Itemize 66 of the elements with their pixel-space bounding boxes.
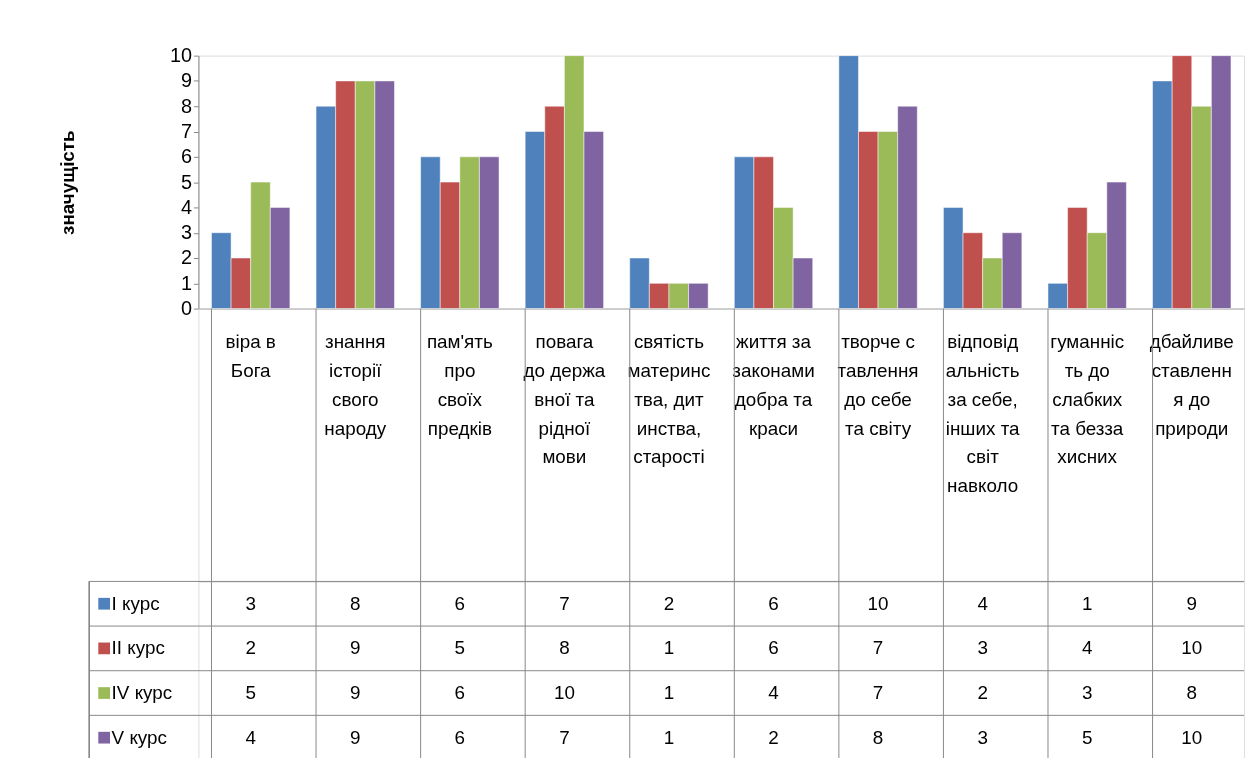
data-label: 1: [1081, 592, 1093, 614]
data-label: 2: [245, 637, 256, 659]
y-tick-label: 5: [180, 170, 192, 193]
y-tick-label: 8: [180, 94, 192, 117]
data-label: 5: [245, 681, 256, 703]
data-label: 1: [663, 681, 675, 703]
y-tick-label: 2: [180, 246, 192, 269]
data-label: 6: [454, 681, 466, 703]
data-label: 1: [663, 637, 675, 659]
data-label: 4: [245, 726, 256, 748]
data-label: 9: [350, 681, 361, 703]
data-label: 2: [768, 726, 779, 748]
x-tick-label: віра в Бога: [225, 331, 276, 382]
x-tick-label: життя за законами добра та краси: [732, 331, 815, 439]
data-label: 7: [872, 681, 884, 703]
data-label: 9: [350, 637, 361, 659]
y-tick-label: 0: [180, 297, 192, 320]
x-tick-label: гуманність до слабких та беззахисних: [1050, 331, 1125, 468]
data-label: 2: [663, 592, 675, 614]
y-tick-label: 9: [180, 69, 192, 92]
data-label: 3: [1081, 681, 1093, 703]
legend-label: V курс: [111, 726, 167, 748]
data-label: 9: [1186, 592, 1198, 614]
data-label: 5: [1081, 726, 1093, 748]
legend-label: IV курс: [111, 681, 173, 703]
y-tick-label: 7: [180, 119, 192, 142]
data-label: 10: [1181, 637, 1203, 659]
data-label: 3: [977, 726, 988, 748]
x-tick-label: пам'ять про своїх предків: [426, 331, 493, 439]
x-tick-label: дбайливе ставлення до природи: [1149, 331, 1234, 439]
x-tick-label: знання історії свого народу: [324, 331, 387, 439]
data-label: 3: [977, 637, 988, 659]
data-label: 4: [768, 681, 779, 703]
data-label: 7: [559, 592, 570, 614]
legend-label: II курс: [111, 637, 165, 659]
data-label: 2: [977, 681, 988, 703]
data-label: 8: [559, 637, 570, 659]
data-label: 1: [663, 726, 675, 748]
y-tick-label: 3: [180, 221, 192, 244]
data-label: 10: [553, 681, 575, 703]
data-label: 7: [872, 637, 884, 659]
legend-label: I курс: [111, 592, 160, 614]
data-label: 8: [350, 592, 361, 614]
data-label: 10: [1181, 726, 1203, 748]
y-tick-label: 4: [180, 195, 192, 218]
y-axis-title: значущість: [56, 130, 78, 235]
data-label: 4: [1081, 637, 1093, 659]
y-tick-label: 10: [169, 44, 192, 67]
y-tick-label: 1: [180, 271, 192, 294]
data-label: 6: [768, 592, 779, 614]
y-tick-label: 6: [180, 145, 192, 168]
x-tick-label: творче ставлення до себе та світу: [837, 331, 919, 439]
data-label: 10: [867, 592, 889, 614]
data-label: 3: [245, 592, 256, 614]
data-label: 8: [872, 726, 884, 748]
data-label: 7: [559, 726, 570, 748]
x-tick-label: повага до державної та рідної мови: [523, 331, 606, 468]
data-label: 5: [454, 637, 466, 659]
data-label: 6: [454, 726, 466, 748]
x-tick-label: святість материнства, дитинства, старості: [627, 331, 711, 468]
data-label: 6: [454, 592, 466, 614]
data-label: 8: [1186, 681, 1198, 703]
data-label: 4: [977, 592, 988, 614]
x-tick-label: відповідальність за себе, інших та світ навколо: [945, 331, 1021, 497]
data-label: 6: [768, 637, 779, 659]
data-label: 9: [350, 726, 361, 748]
